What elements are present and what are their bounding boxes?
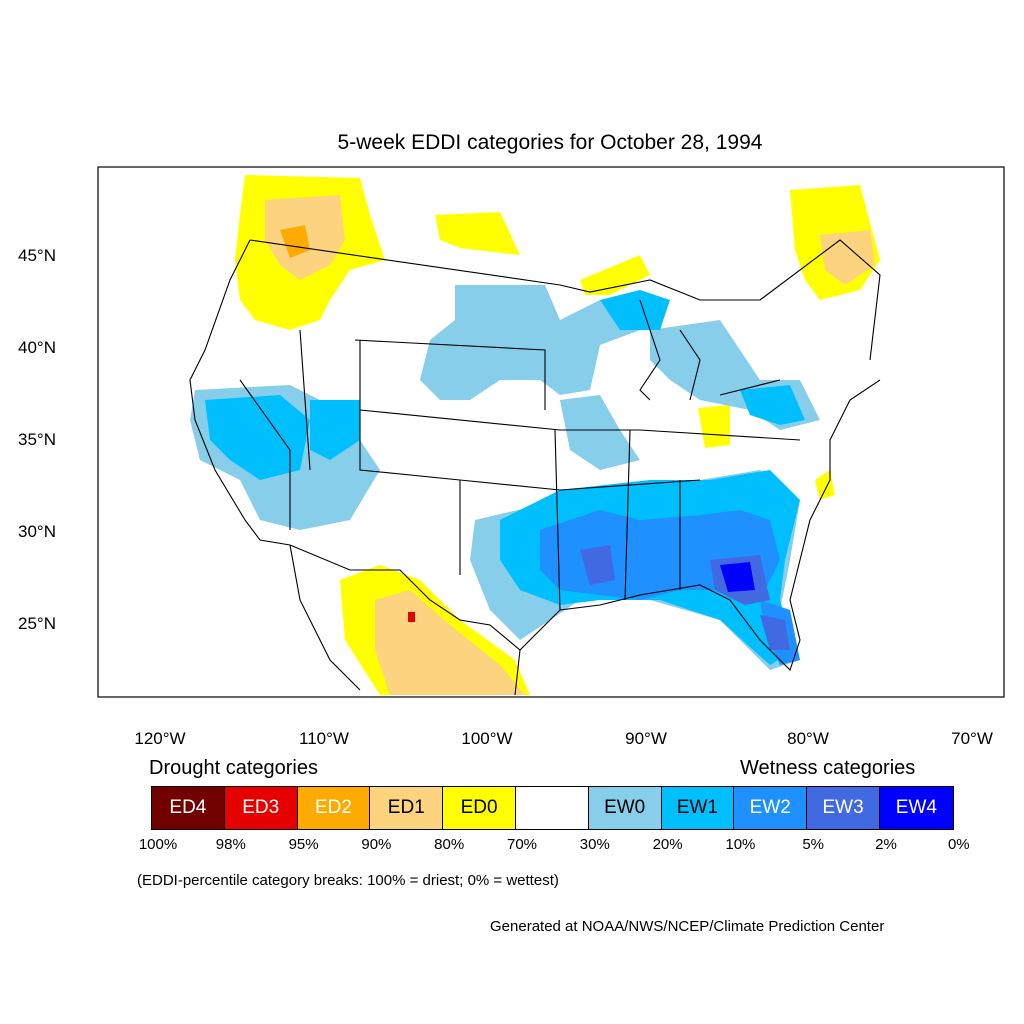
legend-break-label: 10% bbox=[725, 836, 756, 853]
baja-coast bbox=[289, 544, 361, 691]
ew3-louisiana bbox=[580, 545, 615, 585]
legend-bar: ED4 ED3 ED2 ED1 ED0 EW0 EW1 EW2 EW3 EW4 bbox=[151, 786, 954, 830]
legend-box-ed0: ED0 bbox=[443, 787, 516, 829]
lon-label-80: 80°W bbox=[787, 729, 829, 748]
mexico-gulf-coast bbox=[514, 649, 521, 696]
wetness-heading: Wetness categories bbox=[740, 757, 916, 779]
legend-break-label: 98% bbox=[215, 836, 246, 853]
legend-box-ed1: ED1 bbox=[370, 787, 444, 829]
legend-box-ed4: ED4 bbox=[152, 787, 225, 829]
legend-break-label: 100% bbox=[138, 836, 178, 853]
ed1-northeast bbox=[820, 230, 875, 285]
lake-huron bbox=[679, 329, 701, 401]
legend-box-ew1: EW1 bbox=[661, 787, 735, 829]
ew1-lake-superior bbox=[600, 290, 670, 330]
legend-break-label: 20% bbox=[652, 836, 683, 853]
lat-label-35: 35°N bbox=[18, 430, 56, 449]
page-title: 5-week EDDI categories for October 28, 1… bbox=[337, 131, 763, 154]
lon-label-110: 110°W bbox=[299, 729, 349, 748]
legend-break-label: 30% bbox=[579, 836, 610, 853]
ew4-georgia bbox=[720, 562, 755, 592]
us-canada-border bbox=[249, 239, 881, 361]
us-outline bbox=[189, 239, 881, 672]
legend-break-label: 2% bbox=[875, 836, 897, 853]
credit: Generated at NOAA/NWS/NCEP/Climate Predi… bbox=[490, 918, 885, 935]
ew0-central bbox=[560, 395, 640, 470]
state-line-1 bbox=[354, 339, 546, 410]
state-line-5 bbox=[624, 429, 631, 601]
ed0-upper-midwest bbox=[580, 255, 650, 295]
legend-box-ed2: ED2 bbox=[297, 787, 371, 829]
legend-break-label: 95% bbox=[288, 836, 319, 853]
legend-break-label: 70% bbox=[506, 836, 538, 853]
legend-box-none bbox=[515, 787, 589, 829]
lon-label-70: 70°W bbox=[951, 729, 993, 748]
lon-label-90: 90°W bbox=[625, 729, 667, 748]
lon-label-120: 120°W bbox=[134, 729, 186, 748]
nevada-line bbox=[239, 379, 291, 530]
lat-label-40: 40°N bbox=[18, 338, 56, 357]
legend-break-label: 90% bbox=[361, 836, 392, 853]
ew1-appalachian bbox=[740, 385, 805, 425]
lat-label-30: 30°N bbox=[18, 522, 56, 541]
lat-label-25: 25°N bbox=[18, 614, 56, 633]
ed2-northwest bbox=[280, 225, 310, 258]
ed0-ohio bbox=[698, 405, 730, 448]
lake-michigan bbox=[639, 299, 661, 401]
state-line-4 bbox=[554, 429, 561, 611]
drought-heading: Drought categories bbox=[149, 757, 318, 779]
ew3-south-florida bbox=[760, 615, 790, 650]
legend-box-ew3: EW3 bbox=[807, 787, 880, 829]
legend-break-label: 80% bbox=[434, 836, 465, 853]
state-line-7 bbox=[299, 329, 311, 471]
lon-label-100: 100°W bbox=[461, 729, 513, 748]
category-shading bbox=[190, 175, 880, 695]
ew1-california bbox=[205, 395, 310, 480]
boundaries bbox=[189, 239, 881, 696]
ed0-north-central bbox=[435, 212, 520, 255]
legend-box-ew4: EW4 bbox=[879, 787, 953, 829]
lake-erie bbox=[719, 379, 781, 396]
state-line-2 bbox=[359, 409, 801, 441]
lat-label-45: 45°N bbox=[18, 246, 56, 265]
legend-box-ed3: ED3 bbox=[224, 787, 298, 829]
footnote: (EDDI-percentile category breaks: 100% =… bbox=[137, 872, 559, 889]
ew0-northern-plains bbox=[420, 285, 640, 400]
legend-break-label: 0% bbox=[947, 836, 970, 853]
legend-box-ew2: EW2 bbox=[734, 787, 808, 829]
ed3-mexico bbox=[408, 612, 415, 622]
legend-break-label: 5% bbox=[802, 836, 825, 853]
legend-box-ew0: EW0 bbox=[588, 787, 662, 829]
ew1-great-basin bbox=[310, 400, 360, 460]
